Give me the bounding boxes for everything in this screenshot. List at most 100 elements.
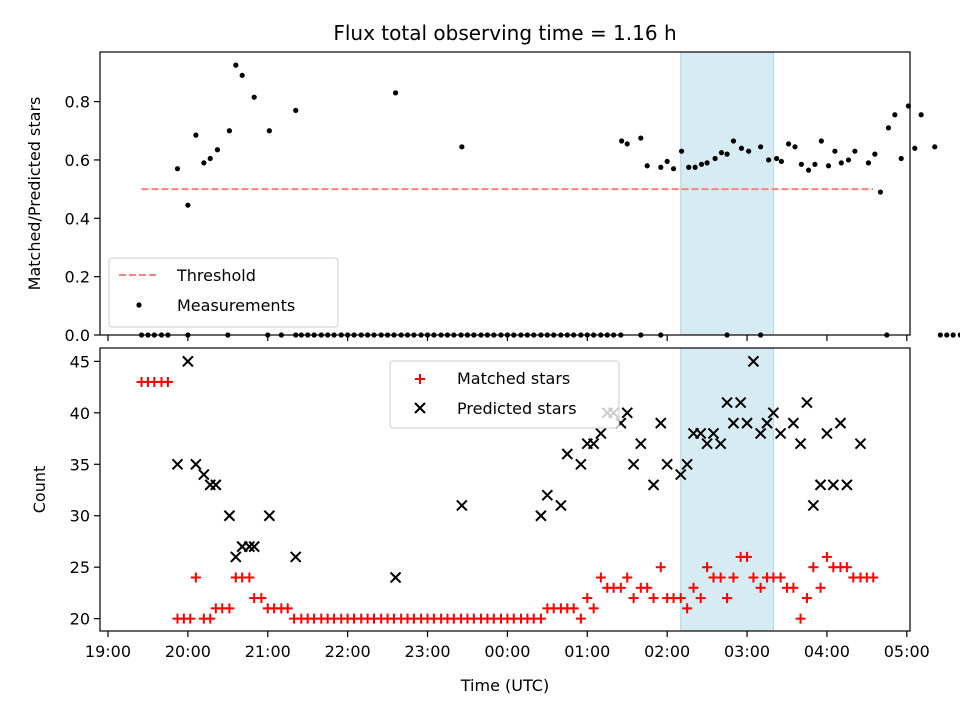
x-tick-label: 02:00 [644, 642, 690, 661]
matched-point [722, 593, 733, 604]
top-axes-frame [99, 51, 911, 336]
predicted-point [854, 437, 867, 450]
measurement-point [226, 128, 233, 134]
matched-point [535, 613, 546, 624]
predicted-point [774, 427, 787, 440]
measurement-point [865, 160, 872, 166]
predicted-point [535, 510, 547, 522]
top-y-ticks: 0.0 0.2 0.4 0.6 0.8 [65, 93, 100, 345]
measurement-point [918, 112, 924, 118]
x-tick-label: 20:00 [165, 642, 211, 661]
predicted-point [561, 448, 574, 460]
bottom-y-ticks: 20 25 30 35 40 45 [70, 352, 100, 629]
predicted-point [701, 437, 713, 450]
matched-legend-swatch [415, 374, 425, 384]
predicted-point [814, 479, 827, 491]
matched-legend-label: Matched stars [457, 369, 570, 388]
measurement-point [214, 147, 221, 153]
predicted-point [767, 407, 780, 419]
predicted-point [243, 540, 256, 553]
x-tick-label: 04:00 [804, 642, 850, 661]
top-legend-box [108, 257, 339, 328]
top-x-ticks [107, 335, 908, 341]
predicted-point [747, 355, 760, 368]
measurement-point [877, 189, 884, 195]
measurement-point [798, 161, 804, 167]
x-tick-label: 03:00 [724, 642, 770, 661]
predicted-point [727, 417, 740, 429]
predicted-point [263, 510, 276, 522]
predicted-point [821, 427, 833, 440]
measurement-point [766, 157, 772, 163]
measurement-point [885, 125, 892, 131]
predicted-point [807, 499, 820, 512]
matched-point [162, 376, 173, 387]
measurement-point [892, 112, 898, 118]
measurements-legend-label: Measurements [177, 296, 295, 315]
top-y-tick-label: 0.2 [65, 268, 90, 287]
measurement-point [233, 62, 239, 68]
matched-point [205, 613, 216, 624]
matched-point [728, 572, 739, 583]
measurement-point [207, 155, 213, 162]
predicted-point [555, 499, 567, 512]
predicted-point [541, 489, 554, 501]
measurement-point [872, 151, 878, 157]
bottom-legend-box [389, 360, 620, 429]
matched-point [648, 593, 659, 604]
top-y-axis-label: Matched/Predicted stars [25, 97, 44, 291]
measurement-point [704, 160, 710, 166]
measurement-point [293, 107, 299, 113]
bottom-y-tick-label: 30 [70, 507, 90, 526]
bottom-span-rect [680, 347, 774, 632]
top-highlight-span [680, 51, 774, 336]
measurements-legend-swatch [136, 302, 142, 308]
predicted-legend-swatch [414, 402, 426, 414]
measurement-point [193, 132, 199, 138]
measurement-point [239, 72, 245, 78]
measurement-point [644, 163, 650, 169]
predicted-point [190, 458, 202, 470]
x-tick-label: 21:00 [245, 642, 291, 661]
measurement-point [678, 148, 685, 154]
measurement-point [832, 148, 838, 154]
measurement-point [392, 90, 399, 96]
predicted-point [635, 437, 647, 450]
bottom-y-axis-label: Count [30, 466, 49, 514]
top-y-tick-label: 0.8 [65, 93, 90, 112]
measurement-point [957, 332, 960, 338]
measurement-point [845, 157, 852, 163]
predicted-point [841, 479, 853, 491]
measurement-point [698, 161, 705, 167]
matched-point [185, 613, 196, 624]
measurement-point [758, 144, 764, 150]
matched-point [256, 593, 267, 604]
predicted-point [695, 427, 707, 440]
bottom-y-tick-label: 45 [70, 352, 90, 371]
matched-point [622, 572, 633, 583]
measurement-point [624, 141, 630, 147]
matched-point [695, 593, 706, 604]
predicted-point [230, 551, 242, 563]
matched-point [715, 572, 726, 583]
matched-point [190, 572, 201, 583]
matched-point [675, 593, 686, 604]
predicted-point [761, 417, 773, 429]
predicted-legend-label: Predicted stars [457, 399, 577, 418]
measurement-point [950, 332, 956, 338]
bottom-y-tick-label: 25 [70, 558, 90, 577]
matched-point [568, 603, 579, 614]
measurement-point [738, 145, 745, 151]
matched-point [688, 582, 699, 593]
measurement-point [658, 164, 664, 170]
measurement-point [805, 167, 812, 173]
predicted-point [621, 407, 633, 419]
threshold-legend-label: Threshold [176, 266, 256, 285]
measurement-point [712, 155, 718, 162]
matched-point [282, 603, 293, 614]
bottom-y-tick-label: 35 [70, 455, 90, 474]
matched-point [642, 582, 653, 593]
x-tick-label: 19:00 [85, 642, 131, 661]
predicted-point [210, 479, 222, 491]
